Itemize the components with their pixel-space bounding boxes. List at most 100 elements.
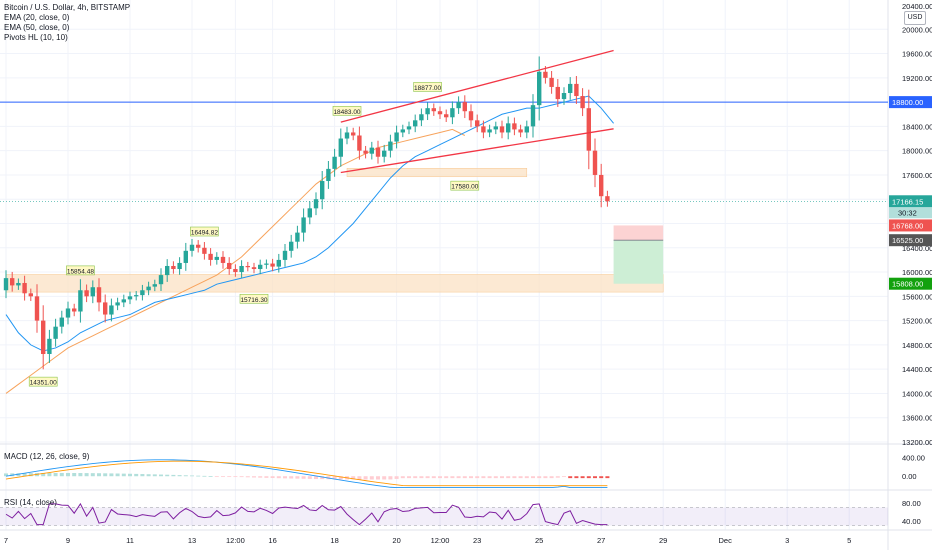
candle-body bbox=[245, 265, 250, 268]
rsi-tick-label: 80.00 bbox=[902, 499, 921, 508]
macd-histogram-bar bbox=[382, 476, 387, 480]
price-tick-label: 13600.00 bbox=[902, 414, 932, 423]
candle-body bbox=[59, 317, 64, 327]
pivot-label: 18483.00 bbox=[333, 109, 360, 116]
candle-body bbox=[475, 120, 480, 127]
currency-badge[interactable]: USD bbox=[904, 11, 926, 25]
macd-histogram-bar bbox=[152, 474, 157, 477]
stop-loss-zone bbox=[613, 225, 664, 241]
macd-histogram-bar bbox=[190, 475, 194, 477]
candle-body bbox=[599, 174, 604, 197]
macd-histogram-bar bbox=[66, 472, 70, 477]
pivots-legend[interactable]: Pivots HL (10, 10) bbox=[4, 33, 68, 42]
macd-histogram-bar bbox=[183, 475, 188, 477]
candle-body bbox=[78, 290, 83, 312]
candle-body bbox=[264, 263, 269, 265]
candle-body bbox=[375, 147, 381, 157]
candle-body bbox=[115, 302, 120, 306]
support-zone bbox=[346, 168, 528, 178]
take-profit-zone bbox=[613, 240, 664, 284]
pivot-label: 14351.00 bbox=[30, 380, 57, 387]
macd-histogram-bar bbox=[239, 476, 244, 478]
time-tick-label: 13 bbox=[188, 536, 196, 545]
macd-histogram-bar bbox=[413, 476, 418, 479]
candle-body bbox=[127, 296, 133, 300]
candle-body bbox=[388, 141, 393, 151]
countdown-bg bbox=[889, 207, 932, 219]
channel-lower-line bbox=[340, 128, 614, 174]
time-tick-label: Dec bbox=[719, 536, 733, 545]
macd-histogram-bar bbox=[28, 473, 33, 477]
price-tick-label: 19600.00 bbox=[902, 50, 932, 59]
macd-tick-label: 0.00 bbox=[902, 472, 917, 481]
macd-histogram-bar bbox=[394, 476, 399, 479]
candle-body bbox=[437, 111, 443, 115]
candle-body bbox=[369, 147, 374, 154]
macd-histogram-bar bbox=[543, 476, 548, 479]
time-tick-label: 27 bbox=[597, 536, 605, 545]
macd-histogram-bar bbox=[524, 476, 529, 479]
macd-histogram-bar bbox=[208, 476, 213, 477]
macd-histogram-bar bbox=[518, 476, 523, 479]
time-tick-label: 23 bbox=[473, 536, 481, 545]
macd-histogram-bar bbox=[314, 476, 318, 480]
candle-body bbox=[282, 250, 288, 260]
macd-histogram-bar bbox=[307, 476, 312, 479]
macd-histogram-bar bbox=[487, 476, 492, 479]
candle-body bbox=[3, 278, 9, 291]
candle-body bbox=[530, 105, 536, 127]
price-tick-label: 20000.00 bbox=[902, 25, 932, 34]
candle-body bbox=[605, 196, 610, 202]
candle-body bbox=[208, 253, 213, 260]
candle-body bbox=[258, 264, 263, 270]
candle-body bbox=[189, 244, 195, 251]
macd-histogram-bar bbox=[549, 476, 554, 479]
candle-body bbox=[549, 77, 554, 87]
candle-body bbox=[90, 287, 95, 297]
time-tick-label: 7 bbox=[4, 536, 8, 545]
time-tick-label: 29 bbox=[659, 536, 667, 545]
candle-body bbox=[34, 296, 40, 321]
macd-histogram-bar bbox=[450, 476, 455, 479]
macd-histogram-bar bbox=[555, 476, 560, 478]
macd-line bbox=[5, 459, 608, 488]
candle-body bbox=[196, 244, 201, 248]
macd-histogram-bar bbox=[245, 476, 250, 478]
macd-histogram-bar bbox=[500, 476, 504, 479]
macd-histogram-bar bbox=[115, 473, 120, 477]
price-tick-label: 16000.00 bbox=[902, 268, 932, 277]
ema50-legend[interactable]: EMA (50, close, 0) bbox=[4, 23, 70, 32]
candle-body bbox=[233, 269, 238, 273]
price-tick-label: 18400.00 bbox=[902, 122, 932, 131]
candle-body bbox=[295, 232, 300, 242]
macd-histogram-bar bbox=[47, 472, 52, 477]
macd-histogram-bar bbox=[134, 473, 139, 477]
macd-histogram-bar bbox=[90, 473, 95, 477]
price-tick-label: 15200.00 bbox=[902, 317, 932, 326]
pivot-label-box bbox=[66, 265, 95, 276]
candle-body bbox=[537, 71, 542, 106]
candle-body bbox=[239, 265, 244, 273]
candle-body bbox=[313, 199, 319, 209]
pivot-label-box bbox=[450, 180, 480, 191]
time-tick-label: 25 bbox=[535, 536, 543, 545]
candle-body bbox=[96, 287, 102, 303]
macd-histogram-bar bbox=[400, 476, 405, 479]
time-tick-label: 12:00 bbox=[431, 536, 450, 545]
ema20-legend[interactable]: EMA (20, close, 0) bbox=[4, 13, 70, 22]
time-tick-label: 16 bbox=[268, 536, 276, 545]
macd-histogram-bar bbox=[140, 474, 145, 477]
candle-body bbox=[462, 102, 467, 112]
rsi-title[interactable]: RSI (14, close) bbox=[4, 498, 57, 507]
candle-body bbox=[357, 135, 362, 151]
macd-title[interactable]: MACD (12, 26, close, 9) bbox=[4, 452, 90, 461]
macd-histogram-bar bbox=[568, 476, 573, 479]
symbol-title[interactable]: Bitcoin / U.S. Dollar, 4h, BITSTAMP bbox=[4, 3, 131, 12]
price-tick-label: 14800.00 bbox=[902, 341, 932, 350]
candle-body bbox=[431, 108, 436, 112]
candle-body bbox=[270, 263, 275, 267]
target-badge-bg bbox=[889, 277, 932, 290]
macd-histogram-bar bbox=[59, 472, 64, 477]
candle-body bbox=[301, 217, 306, 233]
